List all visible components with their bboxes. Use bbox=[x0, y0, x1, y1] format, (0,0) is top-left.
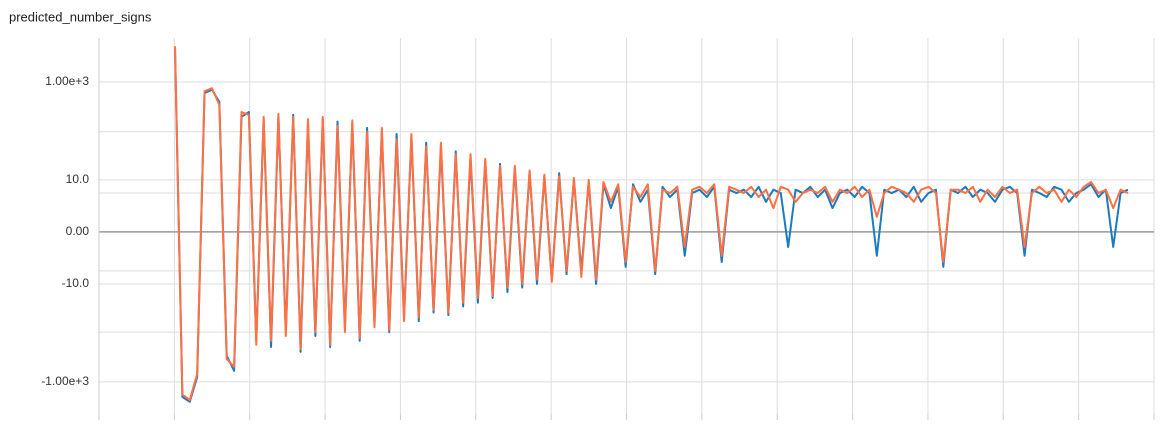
y-tick-label: -1.00e+3 bbox=[41, 374, 89, 388]
y-tick-label: 10.0 bbox=[66, 172, 90, 186]
y-tick-label: 1.00e+3 bbox=[45, 74, 89, 88]
series-line bbox=[174, 46, 1129, 401]
y-tick-label: 0.00 bbox=[66, 224, 90, 238]
chart-title: predicted_number_signs bbox=[9, 9, 152, 24]
y-tick-label: -10.0 bbox=[62, 276, 90, 290]
